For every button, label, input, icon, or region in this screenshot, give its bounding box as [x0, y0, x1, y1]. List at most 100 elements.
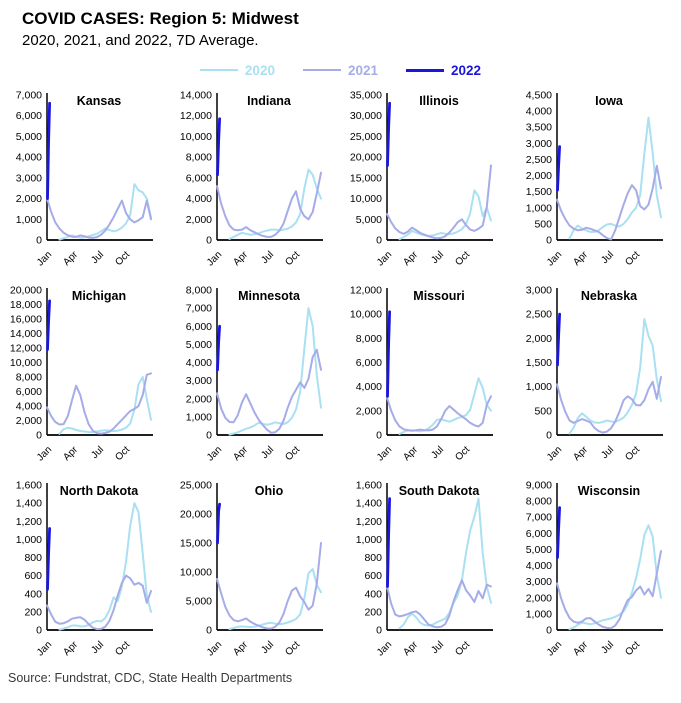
- x-axis-label: Oct: [623, 444, 642, 463]
- chart-title: Iowa: [595, 94, 624, 108]
- x-axis-label: Jan: [545, 445, 564, 464]
- legend-label-2021: 2021: [347, 62, 379, 78]
- y-axis-label: 7,000: [186, 303, 212, 315]
- y-axis-label: 0: [206, 625, 212, 637]
- y-axis-label: 1,000: [526, 203, 552, 215]
- y-axis-label: 6,000: [526, 528, 552, 540]
- y-axis-label: 0: [36, 235, 42, 247]
- y-axis-label: 4,000: [16, 401, 42, 413]
- x-axis-label: Jul: [89, 250, 106, 267]
- series-2020-line: [568, 116, 662, 240]
- y-axis-label: 35,000: [350, 90, 382, 102]
- chart-north-dakota: 0 200 400 600 800 1,000 1,200 1,400 1,600 Jan Apr J…: [16, 480, 153, 659]
- y-axis-label: 0: [376, 625, 382, 637]
- x-axis-label: Jan: [545, 640, 564, 659]
- y-axis-label: 10,000: [180, 567, 212, 579]
- chart-title: Missouri: [413, 289, 464, 303]
- x-axis-label: Oct: [623, 249, 642, 268]
- x-axis-label: Apr: [61, 444, 80, 463]
- legend-line-2021: [302, 69, 341, 72]
- y-axis-label: 800: [364, 552, 382, 564]
- y-axis-label: 30,000: [350, 110, 382, 122]
- y-axis-label: 1,500: [526, 186, 552, 198]
- y-axis-label: 20,000: [180, 509, 212, 521]
- y-axis-label: 1,000: [526, 609, 552, 621]
- chart-wisconsin: 0 1,000 2,000 3,000 4,000 5,000 6,000 7,000 8,00…: [526, 480, 663, 659]
- x-axis-label: Oct: [283, 249, 302, 268]
- chart-title: Illinois: [419, 94, 459, 108]
- y-axis-label: 6,000: [16, 386, 42, 398]
- series-2020-line: [568, 318, 662, 435]
- y-axis-label: 4,000: [356, 381, 382, 393]
- x-axis-label: Apr: [231, 639, 250, 658]
- chart-iowa: 0 500 1,000 1,500 2,000 2,500 3,000 3,500 4,000 4…: [526, 90, 663, 269]
- series-2022-line: [386, 310, 391, 398]
- chart-south-dakota: 0 200 400 600 800 1,000 1,200 1,400 1,600 Jan Apr J…: [356, 480, 493, 659]
- y-axis-label: 6,000: [356, 357, 382, 369]
- y-axis-label: 3,500: [526, 122, 552, 134]
- series-2021-line: [556, 550, 662, 630]
- legend-label-2022: 2022: [451, 62, 482, 78]
- y-axis-label: 18,000: [10, 299, 42, 311]
- y-axis-label: 25,000: [350, 131, 382, 143]
- y-axis-label: 4,000: [16, 152, 42, 164]
- y-axis-label: 600: [364, 570, 382, 582]
- page-title: COVID CASES: Region 5: Midwest: [22, 9, 299, 28]
- series-2021-line: [46, 372, 152, 435]
- y-axis-label: 15,000: [180, 538, 212, 550]
- y-axis-label: 0: [376, 430, 382, 442]
- x-axis-label: Oct: [283, 639, 302, 658]
- chart-title: North Dakota: [60, 484, 140, 498]
- x-axis-label: Jan: [35, 445, 54, 464]
- series-2021-line: [386, 579, 492, 629]
- series-2021-line: [556, 165, 662, 241]
- x-axis-label: Jan: [375, 445, 394, 464]
- y-axis-label: 4,000: [526, 106, 552, 118]
- y-axis-label: 5,000: [186, 596, 212, 608]
- series-2021-line: [386, 164, 492, 240]
- x-axis-label: Apr: [61, 249, 80, 268]
- y-axis-label: 20,000: [10, 285, 42, 297]
- chart-title: Nebraska: [581, 289, 638, 303]
- series-2021-line: [386, 395, 492, 433]
- chart-indiana: 0 2,000 4,000 6,000 8,000 10,000 12,000 14,000 J…: [180, 90, 323, 269]
- y-axis-label: 3,000: [526, 576, 552, 588]
- y-axis-label: 3,000: [16, 173, 42, 185]
- y-axis-label: 1,000: [16, 534, 42, 546]
- x-axis-label: Oct: [623, 639, 642, 658]
- y-axis-label: 7,000: [526, 512, 552, 524]
- series-2022-line: [386, 102, 391, 168]
- y-axis-label: 0: [206, 235, 212, 247]
- chart-ohio: 0 5,000 10,000 15,000 20,000 25,000 Jan Apr Jul O…: [180, 480, 323, 659]
- series-2021-line: [216, 171, 322, 239]
- y-axis-label: 4,500: [526, 90, 552, 102]
- y-axis-label: 4,000: [526, 560, 552, 572]
- y-axis-label: 7,000: [16, 90, 42, 102]
- series-2022-line: [216, 325, 221, 372]
- x-axis-label: Jul: [259, 250, 276, 267]
- y-axis-label: 1,000: [526, 381, 552, 393]
- y-axis-label: 8,000: [186, 152, 212, 164]
- y-axis-label: 9,000: [526, 480, 552, 492]
- series-2021-line: [216, 349, 322, 435]
- x-axis-label: Jan: [205, 445, 224, 464]
- series-2020-line: [228, 568, 322, 631]
- series-2022-line: [216, 117, 221, 177]
- y-axis-label: 0: [546, 235, 552, 247]
- x-axis-label: Apr: [401, 249, 420, 268]
- x-axis-label: Jul: [429, 250, 446, 267]
- y-axis-label: 1,000: [356, 534, 382, 546]
- series-2021-line: [46, 574, 152, 631]
- y-axis-label: 2,000: [526, 333, 552, 345]
- source-note: Source: Fundstrat, CDC, State Health Dep…: [8, 671, 293, 686]
- series-2020-line: [228, 307, 322, 436]
- x-axis-label: Jan: [205, 640, 224, 659]
- chart-missouri: 0 2,000 4,000 6,000 8,000 10,000 12,000 Jan Apr J…: [350, 285, 493, 464]
- y-axis-label: 15,000: [350, 173, 382, 185]
- y-axis-label: 6,000: [186, 321, 212, 333]
- y-axis-label: 2,000: [526, 593, 552, 605]
- y-axis-label: 1,000: [186, 412, 212, 424]
- y-axis-label: 10,000: [180, 131, 212, 143]
- y-axis-label: 8,000: [16, 372, 42, 384]
- series-2020-line: [398, 497, 492, 630]
